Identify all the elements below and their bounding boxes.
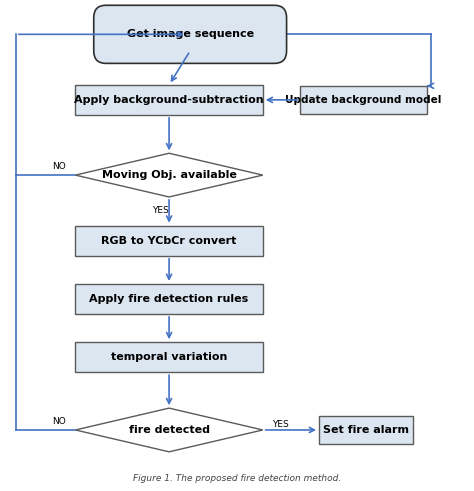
Text: Apply background-subtraction: Apply background-subtraction	[74, 95, 264, 105]
FancyBboxPatch shape	[75, 225, 263, 256]
FancyBboxPatch shape	[75, 85, 263, 115]
Text: Moving Obj. available: Moving Obj. available	[101, 170, 237, 180]
FancyBboxPatch shape	[75, 342, 263, 372]
Text: Get image sequence: Get image sequence	[127, 29, 254, 39]
Text: Apply fire detection rules: Apply fire detection rules	[90, 294, 249, 304]
Text: YES: YES	[152, 206, 169, 215]
Text: NO: NO	[52, 417, 66, 426]
FancyBboxPatch shape	[94, 5, 287, 63]
Text: Set fire alarm: Set fire alarm	[323, 425, 409, 435]
Text: Figure 1. The proposed fire detection method.: Figure 1. The proposed fire detection me…	[133, 474, 341, 483]
Text: RGB to YCbCr convert: RGB to YCbCr convert	[101, 236, 237, 246]
FancyBboxPatch shape	[75, 284, 263, 314]
FancyBboxPatch shape	[319, 416, 413, 444]
Text: NO: NO	[52, 162, 66, 171]
Polygon shape	[75, 153, 263, 197]
FancyBboxPatch shape	[300, 86, 427, 114]
Text: temporal variation: temporal variation	[111, 352, 227, 362]
Text: Update background model: Update background model	[285, 95, 442, 105]
Text: YES: YES	[272, 420, 289, 429]
Polygon shape	[75, 408, 263, 452]
Text: fire detected: fire detected	[128, 425, 210, 435]
